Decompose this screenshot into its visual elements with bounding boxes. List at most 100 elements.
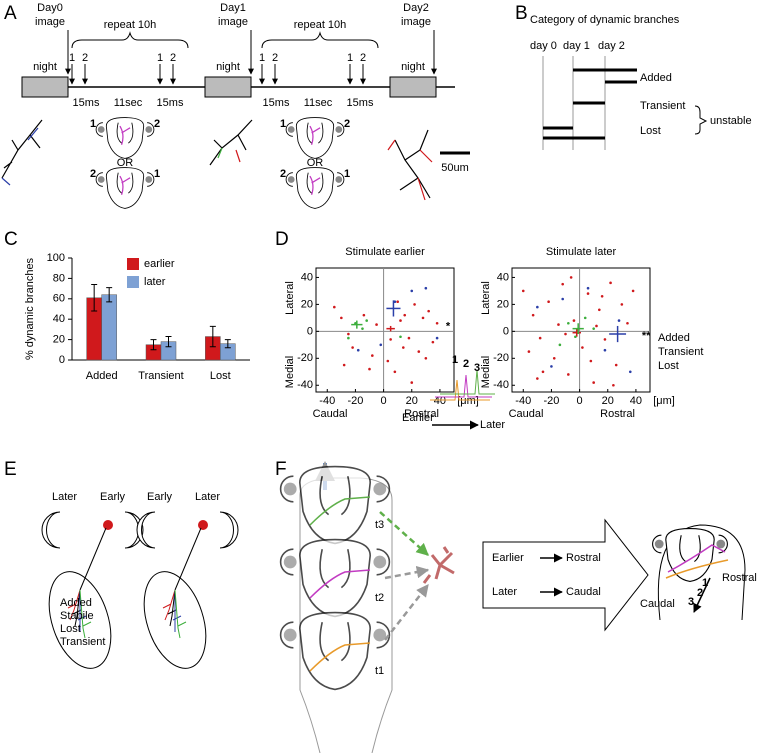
scatter-point xyxy=(379,343,383,347)
legend-label: later xyxy=(144,276,166,288)
peak-label: 3 xyxy=(474,362,480,374)
head-outline xyxy=(657,524,746,621)
eye-center xyxy=(283,482,297,496)
category-label: Transient xyxy=(640,100,685,112)
order-label: 3 xyxy=(688,596,694,608)
repeat-bracket xyxy=(261,31,379,49)
scale-bar-label: 50um xyxy=(441,162,469,174)
scatter-point xyxy=(427,309,430,313)
interval: 11sec xyxy=(304,97,333,109)
scatter-point xyxy=(586,286,590,290)
ganglion xyxy=(198,520,208,530)
y-axis-label: Lateral xyxy=(480,281,492,315)
eye xyxy=(147,122,155,137)
eye-center xyxy=(335,176,343,183)
tectum xyxy=(679,535,701,563)
axon xyxy=(119,175,131,196)
scatter-point xyxy=(541,370,545,374)
x-axis-label: Caudal xyxy=(313,408,348,420)
scatter-point xyxy=(547,300,550,303)
scatter-point xyxy=(583,316,587,320)
stim-num: 1 xyxy=(347,52,353,64)
x-axis-label: Rostral xyxy=(600,408,635,420)
legend-label: Added xyxy=(60,597,92,609)
trace xyxy=(440,369,495,395)
direction-label: Caudal xyxy=(640,598,675,610)
eye xyxy=(95,122,103,137)
scatter-point xyxy=(561,282,564,286)
scatter-point xyxy=(356,348,360,352)
x-tick-label: -20 xyxy=(543,395,559,407)
legend-swatch xyxy=(127,258,139,270)
ganglion xyxy=(103,520,113,530)
side-num: 2 xyxy=(280,168,286,180)
eye-crescent xyxy=(219,511,239,549)
interval: 15ms xyxy=(347,97,374,109)
y-tick-label: 0 xyxy=(307,325,313,337)
brain-outline xyxy=(105,117,145,159)
eye xyxy=(285,122,293,137)
x-tick-label: 20 xyxy=(406,395,418,407)
scatter-point xyxy=(617,319,621,322)
night-label: night xyxy=(401,61,425,73)
scatter-point xyxy=(564,332,567,336)
axon xyxy=(174,527,202,591)
night-label: night xyxy=(216,61,240,73)
y-tick-label: 40 xyxy=(301,271,313,283)
side-num: 1 xyxy=(90,118,96,130)
interval: 11sec xyxy=(114,97,143,109)
night-box xyxy=(389,76,437,98)
scatter-point xyxy=(340,316,343,320)
scatter-point xyxy=(567,373,570,376)
side-num: 2 xyxy=(154,118,160,130)
eye xyxy=(376,475,391,503)
scatter-point xyxy=(407,336,411,340)
eye-center xyxy=(283,555,297,569)
scatter-point xyxy=(631,289,635,293)
eye-label: Early xyxy=(100,491,126,503)
category-label: Lost xyxy=(640,125,661,137)
error-bar xyxy=(165,336,172,348)
legend-swatch xyxy=(127,276,139,288)
panel-label: A xyxy=(4,3,17,24)
day-label: image xyxy=(218,16,248,28)
brain-sketch xyxy=(95,167,155,209)
eye-crescent xyxy=(41,511,61,549)
y-tick-label: -20 xyxy=(493,352,509,364)
scatter-point xyxy=(567,321,570,325)
panel-label: C xyxy=(4,229,18,250)
scatter-point xyxy=(603,348,607,352)
y-tick-label: 100 xyxy=(47,252,65,264)
tectum xyxy=(319,622,351,662)
legend-label: Transient xyxy=(658,346,703,358)
plot-frame xyxy=(511,267,651,393)
timepoint-label: t2 xyxy=(375,592,384,604)
time-label: Later xyxy=(480,419,505,431)
scatter-point xyxy=(399,335,402,339)
y-tick-label: 20 xyxy=(497,298,509,310)
arrow-t3 xyxy=(379,511,429,556)
side-num: 2 xyxy=(90,168,96,180)
stim-num: 1 xyxy=(157,52,163,64)
side-num: 2 xyxy=(344,118,350,130)
y-axis-label: Medial xyxy=(480,356,492,388)
panel-label: F xyxy=(275,459,287,480)
eye xyxy=(95,172,103,187)
or-label: OR xyxy=(307,157,324,169)
side-num: 1 xyxy=(344,168,350,180)
scatter-point xyxy=(572,319,576,322)
scatter-point xyxy=(365,319,368,322)
scatter-point xyxy=(417,350,421,353)
peak-label: 1 xyxy=(452,354,458,366)
eye xyxy=(718,534,728,554)
error-bar xyxy=(224,339,231,349)
axon xyxy=(119,125,131,146)
scatter-point xyxy=(347,332,350,336)
legend-label: Lost xyxy=(658,360,679,372)
tectum xyxy=(306,172,324,194)
scatter-point xyxy=(399,319,402,322)
eye-center xyxy=(283,628,297,642)
scatter-point xyxy=(614,363,618,367)
brain-sketch xyxy=(285,167,345,209)
legend-label: Stabile xyxy=(60,610,94,622)
